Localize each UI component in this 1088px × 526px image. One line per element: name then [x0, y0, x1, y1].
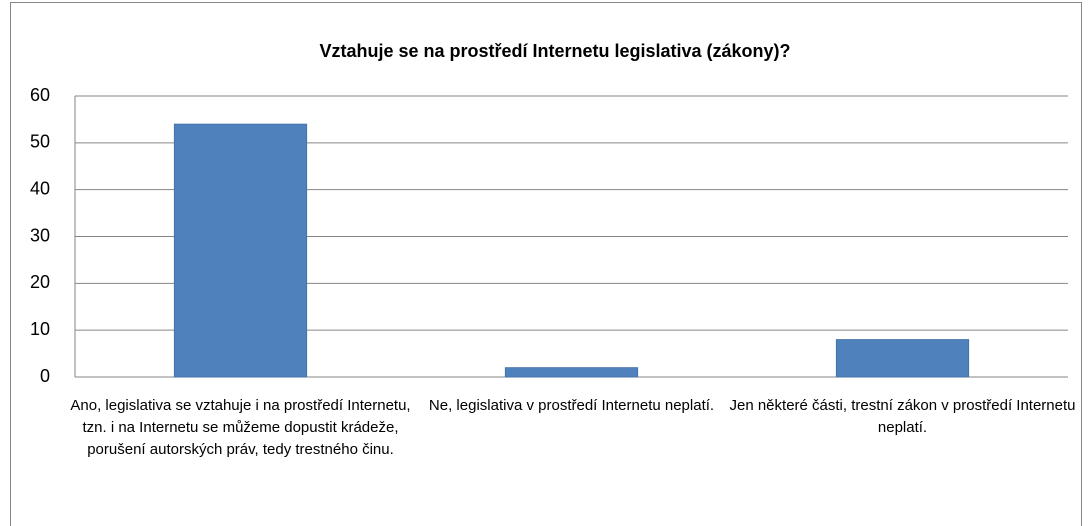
chart-title: Vztahuje se na prostředí Internetu legis…	[319, 41, 790, 61]
y-tick-label: 50	[30, 132, 50, 152]
x-tick-label: Ano, legislativa se vztahuje i na prostř…	[70, 397, 411, 458]
y-tick-label: 10	[30, 319, 50, 339]
bar	[173, 123, 308, 378]
y-tick-label: 0	[40, 366, 50, 386]
y-tick-label: 20	[30, 272, 50, 292]
x-tick-label: Jen některé části, trestní zákon v prost…	[729, 397, 1076, 436]
bar	[835, 339, 970, 378]
x-tick-label: Ne, legislativa v prostředí Internetu ne…	[428, 397, 715, 414]
bar	[504, 367, 639, 378]
y-tick-label: 60	[30, 85, 50, 105]
y-tick-label: 30	[30, 225, 50, 245]
y-tick-label: 40	[30, 178, 50, 198]
